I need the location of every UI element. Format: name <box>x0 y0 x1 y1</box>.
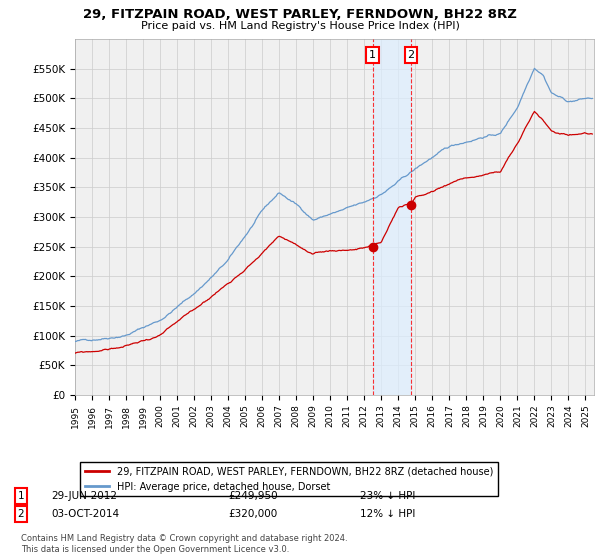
Legend: 29, FITZPAIN ROAD, WEST PARLEY, FERNDOWN, BH22 8RZ (detached house), HPI: Averag: 29, FITZPAIN ROAD, WEST PARLEY, FERNDOWN… <box>80 462 498 497</box>
Text: Price paid vs. HM Land Registry's House Price Index (HPI): Price paid vs. HM Land Registry's House … <box>140 21 460 31</box>
Text: 2: 2 <box>407 50 415 60</box>
Text: 1: 1 <box>369 50 376 60</box>
Text: 29-JUN-2012: 29-JUN-2012 <box>51 491 117 501</box>
Text: Contains HM Land Registry data © Crown copyright and database right 2024.: Contains HM Land Registry data © Crown c… <box>21 534 347 543</box>
Text: 1: 1 <box>17 491 25 501</box>
Text: £249,950: £249,950 <box>228 491 278 501</box>
Bar <box>373 39 411 395</box>
Text: 29, FITZPAIN ROAD, WEST PARLEY, FERNDOWN, BH22 8RZ: 29, FITZPAIN ROAD, WEST PARLEY, FERNDOWN… <box>83 8 517 21</box>
Text: 2: 2 <box>17 509 25 519</box>
Text: 23% ↓ HPI: 23% ↓ HPI <box>360 491 415 501</box>
Text: This data is licensed under the Open Government Licence v3.0.: This data is licensed under the Open Gov… <box>21 545 289 554</box>
Text: 12% ↓ HPI: 12% ↓ HPI <box>360 509 415 519</box>
Text: £320,000: £320,000 <box>228 509 277 519</box>
Text: 03-OCT-2014: 03-OCT-2014 <box>51 509 119 519</box>
